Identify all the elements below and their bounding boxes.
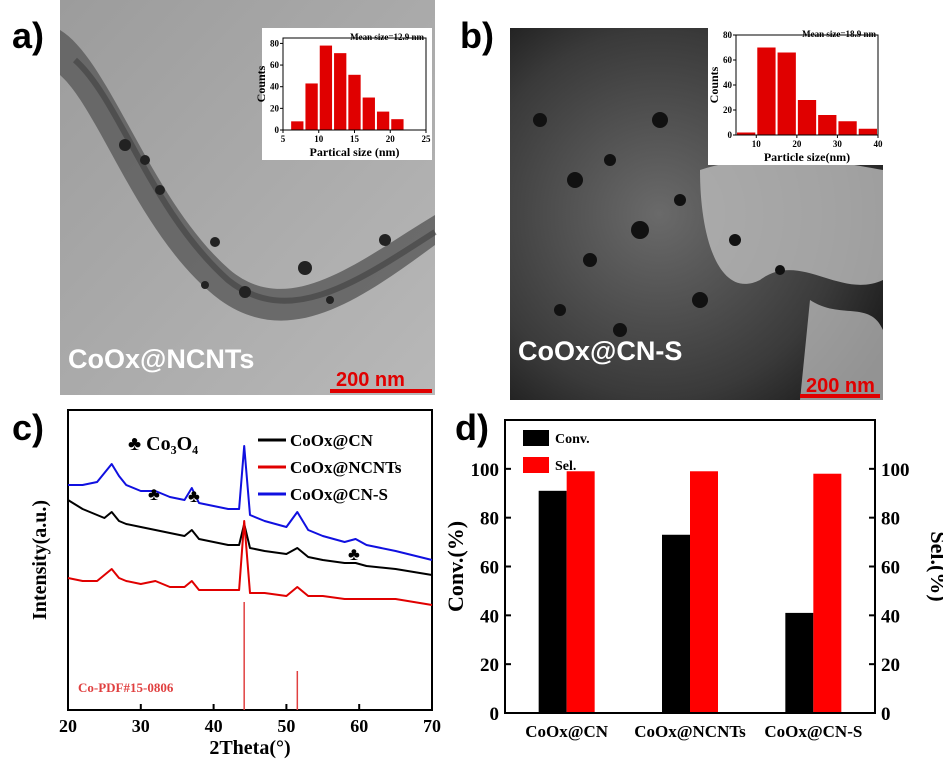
x-tick-label: 10 (314, 134, 324, 144)
histogram-bar (291, 121, 304, 130)
y2-tick-label: 100 (881, 460, 910, 481)
histogram-bar (391, 119, 404, 130)
x-axis-label: Partical size (nm) (310, 145, 400, 159)
x-tick-label: 15 (350, 134, 360, 144)
bar (785, 612, 814, 713)
y-tick-label: 100 (471, 460, 500, 481)
x-tick-label: 5 (281, 134, 286, 144)
scale-bar-label: 200 nm (806, 375, 875, 397)
x-axis-label: 2Theta(°) (209, 737, 290, 759)
y-tick-label: 20 (723, 105, 733, 115)
peak-annotation: ♣ (188, 486, 200, 506)
histogram-bar (305, 83, 318, 130)
legend-label: CoOx@CN-S (290, 485, 388, 504)
reference-label: Co-PDF#15-0806 (78, 680, 174, 695)
legend-label: CoOx@NCNTs (290, 458, 402, 477)
bar (566, 471, 595, 713)
histogram-bar (858, 128, 877, 135)
y-axis-label: Conv.(%) (443, 521, 468, 612)
histogram-bar (319, 45, 333, 130)
inset-title: Mean size=12.9 nm (350, 32, 424, 42)
histogram-bar (362, 97, 375, 130)
x-tick-label: CoOx@NCNTs (634, 722, 746, 741)
inset-background (262, 28, 432, 160)
x-tick-label: 20 (792, 139, 802, 149)
x-tick-label: 20 (59, 716, 77, 736)
y-tick-label: 40 (270, 82, 280, 92)
y-tick-label: 0 (275, 125, 280, 135)
x-tick-label: 30 (132, 716, 150, 736)
y-axis-label: Counts (707, 66, 721, 103)
y-tick-label: 60 (270, 60, 280, 70)
x-tick-label: 40 (205, 716, 223, 736)
image-caption: CoOx@CN-S (518, 336, 682, 366)
image-caption: CoOx@NCNTs (68, 344, 254, 374)
y-tick-label: 20 (480, 655, 499, 676)
y-tick-label: 20 (270, 103, 280, 113)
panel-label: a) (12, 15, 44, 56)
y2-tick-label: 40 (881, 606, 900, 627)
x-tick-label: CoOx@CN (525, 722, 609, 741)
legend-label: Sel. (555, 459, 576, 474)
plot-frame (67, 409, 433, 711)
histogram-bar (334, 53, 347, 131)
panel-label: c) (12, 407, 44, 448)
series-line (67, 520, 433, 606)
x-tick-label: 20 (386, 134, 396, 144)
y-tick-label: 0 (490, 704, 500, 725)
y2-tick-label: 80 (881, 509, 900, 530)
y-tick-label: 40 (480, 606, 499, 627)
x-tick-label: CoOx@CN-S (764, 722, 862, 741)
peak-annotation: ♣ Co₃O₄ (128, 433, 198, 455)
x-tick-label: 10 (752, 139, 762, 149)
inset-background (708, 28, 884, 165)
peak-annotation: ♣ (148, 484, 160, 504)
x-tick-label: 40 (874, 139, 884, 149)
series-line (67, 499, 433, 576)
x-tick-label: 60 (350, 716, 368, 736)
bar (662, 534, 690, 713)
histogram-bar (797, 100, 817, 135)
y2-tick-label: 20 (881, 655, 900, 676)
bar (538, 490, 567, 713)
y-axis-label: Intensity(a.u.) (29, 500, 51, 620)
y-tick-label: 80 (480, 509, 499, 530)
legend-label: CoOx@CN (290, 431, 374, 450)
legend-label: Conv. (555, 432, 590, 447)
x-tick-label: 70 (423, 716, 441, 736)
x-axis-label: Particle size(nm) (764, 150, 850, 164)
y-tick-label: 60 (723, 55, 733, 65)
histogram-bar (838, 121, 857, 135)
histogram-bar (757, 47, 776, 135)
panel-label: b) (460, 15, 494, 56)
panel-label: d) (455, 407, 489, 448)
y-axis-label: Counts (254, 65, 268, 102)
histogram-bar (737, 132, 756, 135)
scale-bar-label: 200 nm (336, 369, 405, 391)
y2-tick-label: 60 (881, 558, 900, 579)
x-tick-label: 50 (277, 716, 295, 736)
series-line (68, 445, 433, 561)
y-tick-label: 0 (728, 130, 733, 140)
x-tick-label: 30 (833, 139, 843, 149)
histogram-bar (818, 115, 837, 135)
histogram-bar (777, 52, 796, 135)
histogram-bar (376, 111, 390, 130)
y-tick-label: 80 (723, 30, 733, 40)
y-tick-label: 40 (723, 80, 733, 90)
x-tick-label: 25 (422, 134, 432, 144)
legend-swatch (523, 430, 549, 446)
y2-tick-label: 0 (881, 704, 891, 725)
inset-title: Mean size=18.9 nm (802, 29, 876, 39)
peak-annotation: ♣ (348, 544, 360, 564)
legend-swatch (523, 457, 549, 473)
y2-axis-label: Sel.(%) (926, 531, 943, 601)
y-tick-label: 60 (480, 558, 499, 579)
bar (813, 473, 842, 713)
bar (690, 471, 718, 713)
y-tick-label: 80 (270, 38, 280, 48)
histogram-bar (348, 74, 361, 130)
